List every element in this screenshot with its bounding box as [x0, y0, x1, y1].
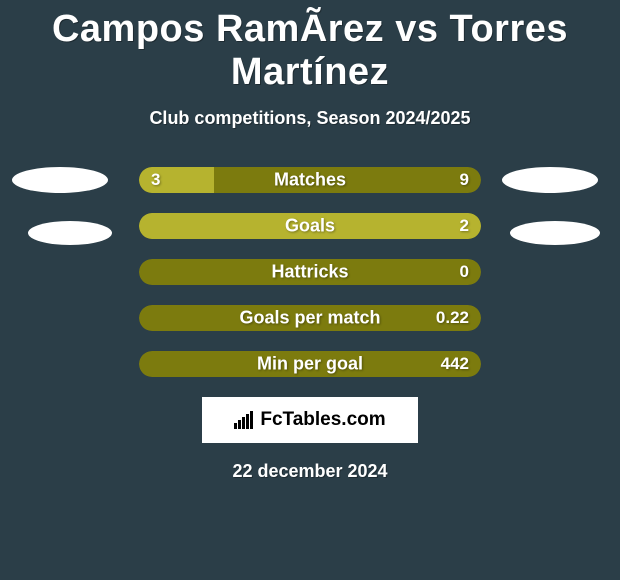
stat-bar: Hattricks0: [139, 259, 481, 285]
date-text: 22 december 2024: [0, 461, 620, 482]
stat-label: Goals per match: [139, 308, 481, 329]
stat-label: Matches: [139, 170, 481, 191]
logo-label: FcTables.com: [260, 409, 385, 431]
stat-right-value: 9: [460, 170, 469, 190]
stat-right-value: 442: [441, 354, 469, 374]
decorative-ellipse: [502, 167, 598, 193]
logo-text: FcTables.com: [234, 409, 385, 431]
decorative-ellipse: [12, 167, 108, 193]
stat-right-value: 2: [460, 216, 469, 236]
stat-bar: Min per goal442: [139, 351, 481, 377]
stat-label: Goals: [139, 216, 481, 237]
stat-right-value: 0: [460, 262, 469, 282]
page-subtitle: Club competitions, Season 2024/2025: [0, 108, 620, 129]
logo-box[interactable]: FcTables.com: [202, 397, 418, 443]
stat-label: Hattricks: [139, 262, 481, 283]
stat-bar: Goals2: [139, 213, 481, 239]
bars-container: 3Matches9 Goals2 Hattricks0 Goals per match…: [139, 167, 481, 377]
barchart-icon: [234, 411, 256, 429]
decorative-ellipse: [28, 221, 112, 245]
stat-bar: Goals per match0.22: [139, 305, 481, 331]
stat-bar: 3Matches9: [139, 167, 481, 193]
decorative-ellipse: [510, 221, 600, 245]
stat-label: Min per goal: [139, 354, 481, 375]
stat-right-value: 0.22: [436, 308, 469, 328]
page-title: Campos RamÃ­rez vs Torres Martínez: [0, 0, 620, 94]
chart-area: 3Matches9 Goals2 Hattricks0 Goals per match…: [0, 167, 620, 377]
